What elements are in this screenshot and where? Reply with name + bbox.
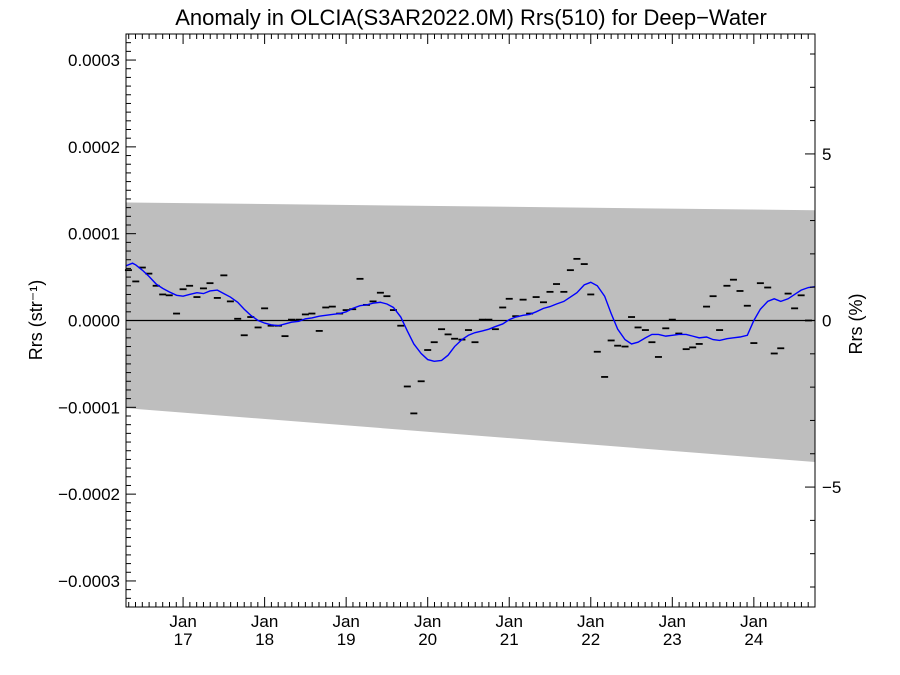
y-axis-title: Rrs (str⁻¹) [26,280,46,360]
y2-axis-title: Rrs (%) [846,294,866,355]
axes-layer: −0.0003 −0.0002 −0.0001 0.0000 0.0001 0.0002 0… [58,33,841,649]
x-tick-month-label: Jan [740,612,767,631]
x-tick-month-label: Jan [251,612,278,631]
y-tick-label: −0.0001 [58,398,120,417]
y-tick-label: 0.0002 [68,138,120,157]
x-tick-year-label: 22 [581,630,600,649]
x-tick-year-label: 23 [663,630,682,649]
y-tick-label: 0.0003 [68,51,120,70]
y2-tick-label: 0 [822,312,831,331]
x-tick-year-label: 20 [418,630,437,649]
y-tick-label: 0.0000 [68,312,120,331]
y-tick-label: −0.0003 [58,572,120,591]
x-tick-month-label: Jan [332,612,359,631]
x-tick-month-label: Jan [169,612,196,631]
y2-tick-label: 5 [822,145,831,164]
x-tick-year-label: 17 [174,630,193,649]
x-tick-year-label: 18 [255,630,274,649]
x-tick-month-label: Jan [414,612,441,631]
x-tick-year-label: 21 [500,630,519,649]
y2-tick-label: −5 [822,478,841,497]
x-tick-month-label: Jan [577,612,604,631]
smoothed-line-layer [125,262,816,363]
x-tick-month-label: Jan [496,612,523,631]
smoothed-line [125,262,816,363]
uncertainty-band-layer [126,202,815,463]
x-tick-year-label: 24 [744,630,763,649]
uncertainty-band [126,202,815,463]
y-tick-label: −0.0002 [58,485,120,504]
x-tick-year-label: 19 [337,630,356,649]
x-tick-month-label: Jan [659,612,686,631]
y-tick-label: 0.0001 [68,225,120,244]
chart-title: Anomaly in OLCIA(S3AR2022.0M) Rrs(510) f… [175,5,767,30]
